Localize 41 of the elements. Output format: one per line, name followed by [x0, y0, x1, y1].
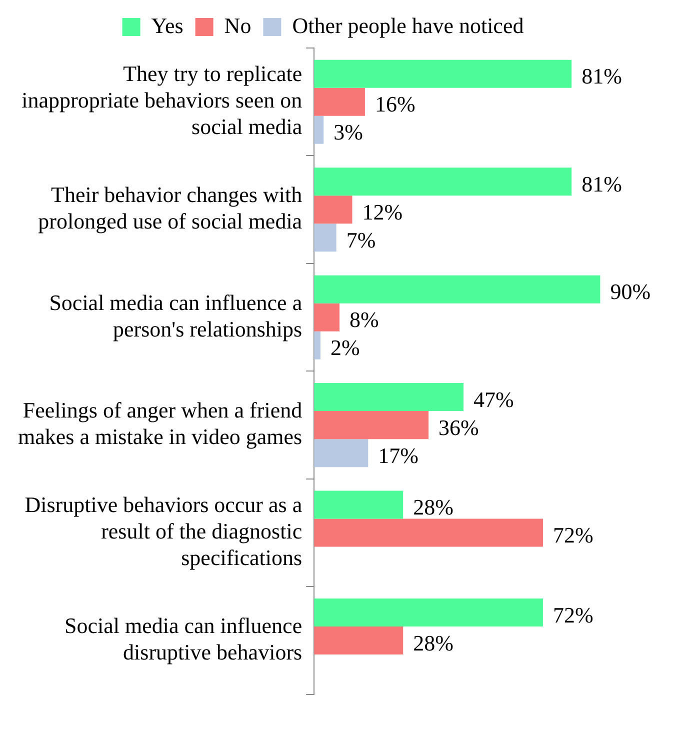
bar: [314, 411, 429, 440]
y-tick-label: Feelings of anger when a friend makes a mistake in video games: [18, 398, 302, 450]
data-label: 81%: [582, 64, 622, 89]
data-label: 16%: [374, 92, 416, 117]
bar: [314, 88, 365, 116]
bar: [314, 224, 336, 252]
bar: [314, 168, 572, 196]
data-label: 72%: [552, 602, 594, 628]
bar: [314, 116, 324, 144]
data-label: 2%: [330, 335, 360, 360]
bar: [314, 60, 572, 88]
legend-label: Yes: [151, 12, 184, 38]
data-label: 3%: [334, 120, 363, 145]
data-label: 12%: [362, 199, 403, 224]
bar: [314, 303, 340, 332]
data-label: 81%: [582, 171, 622, 196]
legend-label: Other people have noticed: [292, 12, 524, 38]
data-label: 8%: [350, 307, 379, 332]
bar: [314, 439, 368, 468]
bar: [314, 275, 600, 304]
y-tick-label: They try to replicate inappropriate behaviors seen on social media: [22, 61, 302, 140]
data-label: 28%: [413, 494, 454, 520]
bar: [314, 383, 464, 412]
data-label: 17%: [378, 442, 418, 468]
data-label: 47%: [474, 386, 514, 412]
data-label: 72%: [552, 522, 594, 548]
bar: [314, 518, 543, 547]
y-tick-label: Disruptive behaviors occur as a result of the diagnostic specifications: [24, 492, 302, 570]
data-label: 28%: [413, 630, 454, 656]
data-label: 36%: [438, 414, 479, 440]
y-tick-label: Social media can influence disruptive behaviors: [64, 613, 302, 665]
bar: [314, 598, 543, 627]
bar: [314, 331, 320, 360]
data-label: 7%: [346, 227, 376, 252]
bar: [314, 196, 352, 224]
legend-label: No: [224, 12, 252, 38]
bar: [314, 626, 404, 655]
y-tick-label: Their behavior changes with prolonged use of social media: [38, 182, 302, 234]
y-tick-label: Social media can influence a person's relationships: [49, 290, 302, 342]
data-label: 90%: [610, 279, 651, 304]
bar: [314, 490, 404, 519]
